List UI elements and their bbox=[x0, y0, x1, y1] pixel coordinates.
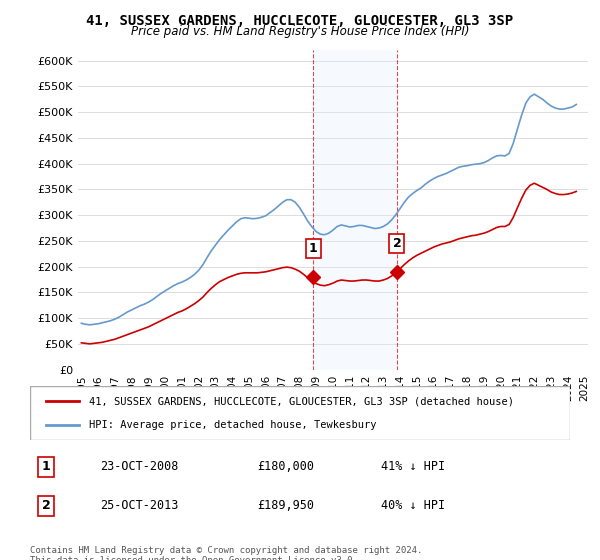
Text: 41, SUSSEX GARDENS, HUCCLECOTE, GLOUCESTER, GL3 3SP: 41, SUSSEX GARDENS, HUCCLECOTE, GLOUCEST… bbox=[86, 14, 514, 28]
Text: HPI: Average price, detached house, Tewkesbury: HPI: Average price, detached house, Tewk… bbox=[89, 419, 377, 430]
Text: 41% ↓ HPI: 41% ↓ HPI bbox=[381, 460, 445, 473]
Text: 1: 1 bbox=[42, 460, 50, 473]
FancyBboxPatch shape bbox=[30, 386, 570, 440]
Text: Price paid vs. HM Land Registry's House Price Index (HPI): Price paid vs. HM Land Registry's House … bbox=[131, 25, 469, 38]
Text: 2: 2 bbox=[42, 500, 50, 512]
Text: 25-OCT-2013: 25-OCT-2013 bbox=[100, 500, 179, 512]
Text: £180,000: £180,000 bbox=[257, 460, 314, 473]
Bar bbox=[313, 50, 397, 370]
Text: Contains HM Land Registry data © Crown copyright and database right 2024.
This d: Contains HM Land Registry data © Crown c… bbox=[30, 546, 422, 560]
Text: 1: 1 bbox=[308, 242, 317, 255]
Text: 41, SUSSEX GARDENS, HUCCLECOTE, GLOUCESTER, GL3 3SP (detached house): 41, SUSSEX GARDENS, HUCCLECOTE, GLOUCEST… bbox=[89, 396, 514, 407]
Text: 40% ↓ HPI: 40% ↓ HPI bbox=[381, 500, 445, 512]
Text: £189,950: £189,950 bbox=[257, 500, 314, 512]
Text: 23-OCT-2008: 23-OCT-2008 bbox=[100, 460, 179, 473]
Text: 2: 2 bbox=[392, 237, 401, 250]
